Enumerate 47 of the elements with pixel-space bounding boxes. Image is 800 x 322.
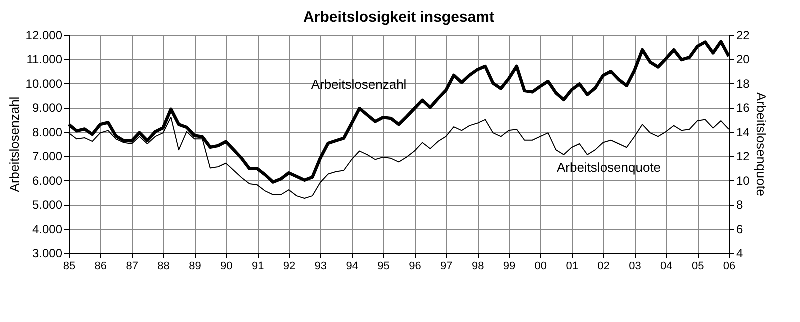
y2-tick-label: 8 — [736, 198, 744, 212]
x-tick-label: 90 — [220, 260, 233, 272]
x-tick-label: 00 — [534, 260, 548, 272]
x-tick-label: 95 — [378, 260, 390, 272]
y-tick-label: 5.000 — [32, 198, 63, 212]
x-tick-label: 06 — [723, 260, 736, 272]
x-tick-label: 03 — [629, 260, 642, 272]
x-tick-label: 04 — [660, 260, 673, 272]
x-tick-label: 87 — [126, 260, 138, 272]
x-tick-label: 91 — [252, 260, 264, 272]
x-tick-label: 94 — [346, 260, 358, 272]
y2-tick-label: 14 — [736, 125, 750, 140]
x-tick-label: 02 — [598, 260, 610, 272]
x-tick-label: 97 — [440, 260, 453, 272]
y-tick-label: 4.000 — [32, 222, 63, 236]
y-tick-label: 3.000 — [32, 246, 63, 260]
x-tick-label: 99 — [503, 260, 516, 272]
x-tick-label: 05 — [692, 260, 704, 272]
x-tick-label: 89 — [189, 260, 202, 272]
x-tick-label: 88 — [158, 260, 170, 272]
y-tick-label: 10.000 — [26, 76, 63, 91]
y2-tick-label: 16 — [736, 101, 750, 116]
y2-tick-label: 10 — [736, 174, 750, 188]
y-tick-label: 11.000 — [26, 52, 63, 67]
chart-title: Arbeitslosigkeit insgesamt — [304, 9, 494, 26]
x-tick-label: 96 — [409, 260, 422, 272]
y-axis-title: Arbeitslosenzahl — [6, 96, 22, 192]
x-tick-label: 01 — [566, 260, 578, 272]
y-tick-label: 9.000 — [32, 101, 63, 116]
y2-tick-label: 22 — [736, 28, 750, 42]
y2-tick-label: 20 — [736, 52, 750, 67]
y2-tick-label: 12 — [736, 150, 750, 164]
series-label: Arbeitslosenquote — [556, 160, 662, 175]
y-tick-label: 6.000 — [32, 174, 63, 188]
x-tick-label: 85 — [63, 260, 76, 272]
x-tick-label: 98 — [472, 260, 484, 272]
y2-tick-label: 4 — [736, 246, 744, 260]
y2-axis-title: Arbeitslosenquote — [754, 92, 769, 197]
series-label: Arbeitslosenzahl — [311, 77, 407, 92]
y-tick-label: 12.000 — [26, 28, 63, 42]
x-tick-label: 92 — [283, 260, 296, 272]
y-tick-label: 7.000 — [32, 150, 63, 164]
x-tick-label: 93 — [314, 260, 328, 272]
y2-tick-label: 6 — [736, 222, 744, 236]
y-tick-label: 8.000 — [32, 125, 63, 140]
x-tick-label: 86 — [94, 260, 108, 272]
y2-tick-label: 18 — [736, 76, 750, 91]
